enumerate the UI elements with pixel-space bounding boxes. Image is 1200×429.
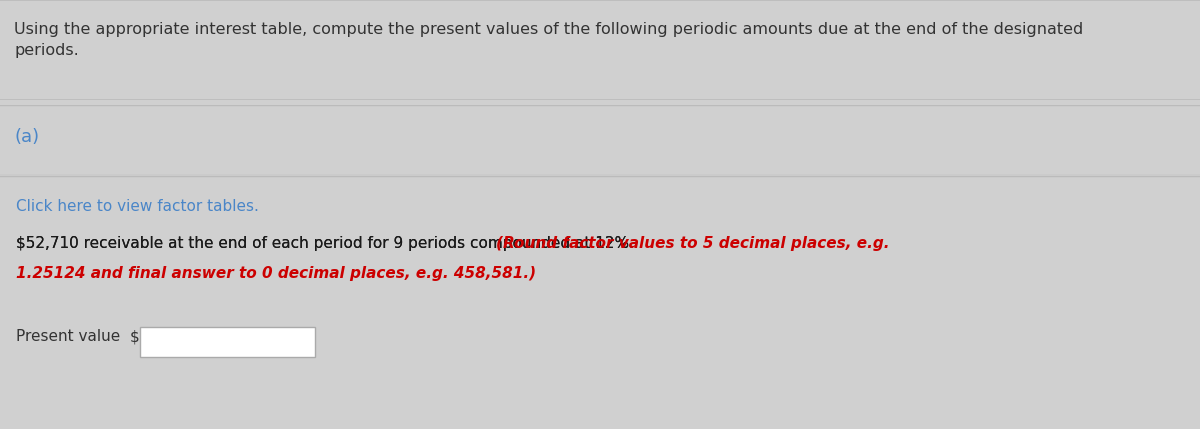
Text: 1.25124 and final answer to 0 decimal places, e.g. 458,581.): 1.25124 and final answer to 0 decimal pl… <box>16 266 536 281</box>
Text: Click here to view factor tables.: Click here to view factor tables. <box>16 199 259 214</box>
Text: Using the appropriate interest table, compute the present values of the followin: Using the appropriate interest table, co… <box>14 22 1084 58</box>
Text: $: $ <box>130 329 139 344</box>
Text: $52,710 receivable at the end of each period for 9 periods compounded at 12%.: $52,710 receivable at the end of each pe… <box>16 236 638 251</box>
FancyBboxPatch shape <box>140 327 314 357</box>
Text: Present value: Present value <box>16 329 120 344</box>
Text: (a): (a) <box>14 127 40 145</box>
Text: $52,710 receivable at the end of each period for 9 periods compounded at 12%.: $52,710 receivable at the end of each pe… <box>16 236 638 251</box>
Text: (Round factor values to 5 decimal places, e.g.: (Round factor values to 5 decimal places… <box>496 236 889 251</box>
